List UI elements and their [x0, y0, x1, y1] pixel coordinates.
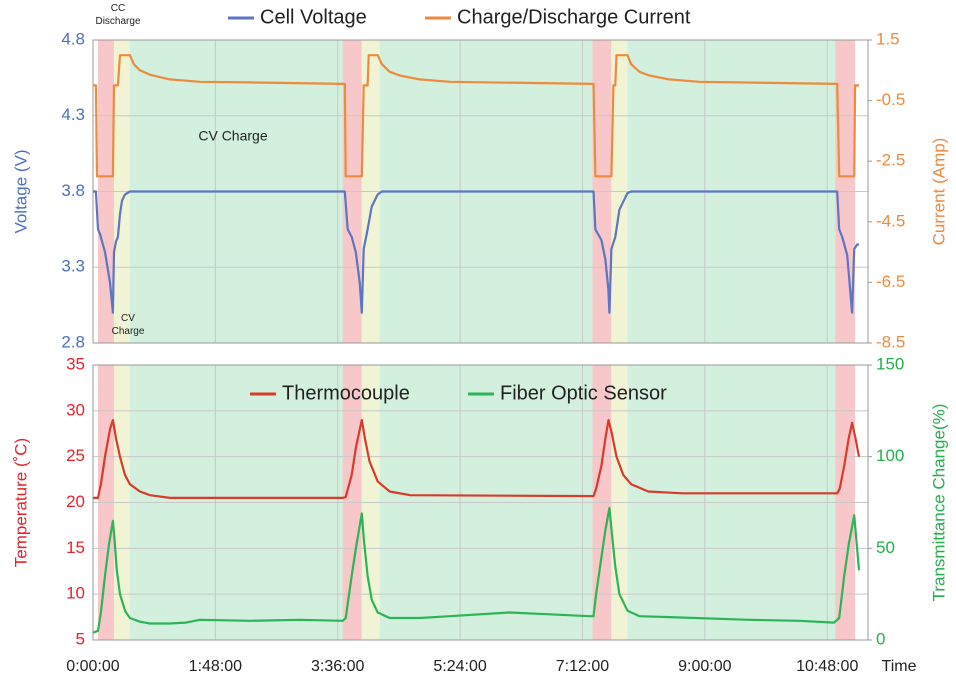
- x-tick-label: 10:48:00: [796, 658, 858, 675]
- y2-tick-label: -0.5: [876, 90, 905, 109]
- y-tick-label: 10: [66, 584, 85, 603]
- y-tick-label: 2.8: [61, 332, 85, 351]
- annotation-line: CV: [121, 313, 135, 324]
- y2-tick-label: -2.5: [876, 151, 905, 170]
- y-tick-label: 25: [66, 446, 85, 465]
- annotation: CV Charge: [198, 128, 267, 144]
- x-tick-label: 3:36:00: [311, 658, 364, 675]
- annotation-line: Charge: [112, 326, 145, 337]
- annotation: CC Discharge: [95, 3, 140, 27]
- series-line: [93, 418, 861, 499]
- y2-tick-label: -6.5: [876, 272, 905, 291]
- annotation-line: Discharge: [95, 16, 140, 27]
- x-tick-label: 9:00:00: [678, 658, 731, 675]
- series-line: [93, 190, 859, 314]
- annotation: CV Charge: [112, 313, 145, 337]
- x-tick-label: 1:48:00: [189, 658, 242, 675]
- legend-label: Thermocouple: [282, 382, 410, 404]
- y-tick-label: 4.3: [61, 105, 85, 124]
- x-tick-label: 7:12:00: [556, 658, 609, 675]
- y2-tick-label: 50: [876, 538, 895, 557]
- y2-tick-label: -8.5: [876, 332, 905, 351]
- x-tick-label: 5:24:00: [433, 658, 486, 675]
- y2-axis-label: Current (Amp): [929, 138, 948, 246]
- x-tick-label: 0:00:00: [66, 658, 119, 675]
- legend-label: Fiber Optic Sensor: [500, 382, 667, 404]
- y-axis-label: Temperature (˚C): [11, 438, 30, 567]
- series-line: [93, 54, 859, 178]
- y2-tick-label: 0: [876, 629, 885, 648]
- y-tick-label: 35: [66, 354, 85, 373]
- y-tick-label: 3.3: [61, 257, 85, 276]
- y-tick-label: 5: [76, 629, 85, 648]
- y2-axis-label: Transmittance Change(%): [929, 404, 948, 602]
- y-axis-label: Voltage (V): [11, 149, 30, 233]
- y2-tick-label: 150: [876, 354, 904, 373]
- y-tick-label: 30: [66, 400, 85, 419]
- x-axis-label: Time: [882, 658, 917, 675]
- y2-tick-label: 1.5: [876, 29, 900, 48]
- legend-label: Charge/Discharge Current: [457, 6, 691, 28]
- annotation-line: CC: [111, 3, 125, 14]
- y2-tick-label: -4.5: [876, 211, 905, 230]
- plot-frame: [92, 364, 869, 641]
- y-tick-label: 4.8: [61, 29, 85, 48]
- legend-label: Cell Voltage: [260, 6, 367, 28]
- y-tick-label: 20: [66, 492, 85, 511]
- y2-tick-label: 100: [876, 446, 904, 465]
- y-tick-label: 15: [66, 538, 85, 557]
- y-tick-label: 3.8: [61, 181, 85, 200]
- series-line: [92, 506, 861, 634]
